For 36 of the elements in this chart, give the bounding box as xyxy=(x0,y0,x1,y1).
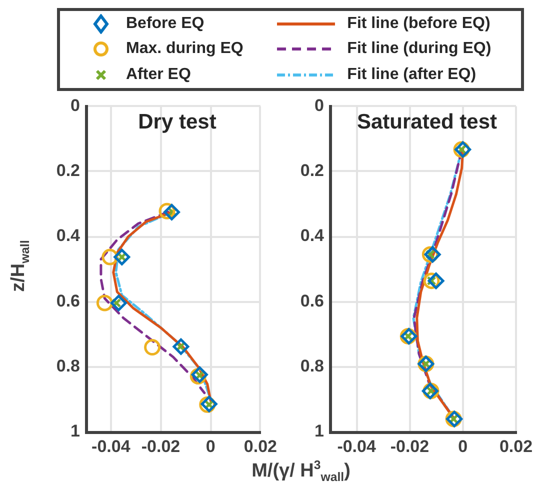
y-tick-label: 0.8 xyxy=(300,356,324,376)
x-axis-title: M/(γ/ H$^{3}$$_{wall}$) xyxy=(252,458,350,484)
x-tick-label: 0 xyxy=(458,436,468,456)
point xyxy=(96,294,113,312)
x-tick-label: -0.02 xyxy=(390,436,430,456)
legend-label: Fit line (before EQ) xyxy=(347,14,490,33)
legend-label: After EQ xyxy=(126,66,191,84)
legend-label: Fit line (during EQ) xyxy=(347,40,492,58)
chart-title: Dry test xyxy=(138,110,216,134)
point xyxy=(114,248,130,266)
x-tick-label: -0.02 xyxy=(141,436,180,456)
point xyxy=(172,338,190,355)
x-tick-label: -0.04 xyxy=(337,436,376,456)
y-tick-label: 0.6 xyxy=(300,291,324,310)
y-tick-label: 0.8 xyxy=(56,356,80,376)
legend-label: Max. during EQ xyxy=(126,40,244,58)
legend-label: Fit line (after EQ) xyxy=(347,66,476,84)
y-tick-label: 0 xyxy=(70,96,80,115)
x-tick-label: 0 xyxy=(206,436,216,456)
y-tick-label: 0.2 xyxy=(56,161,80,180)
y-tick-label: 0.2 xyxy=(300,161,324,180)
x-tick-label: -0.04 xyxy=(92,436,131,456)
y-tick-label: 0.4 xyxy=(56,226,81,246)
chart-title: Saturated test xyxy=(356,110,498,134)
y-tick-label: 0.4 xyxy=(300,226,325,246)
point xyxy=(163,204,180,220)
y-tick-label: 0 xyxy=(314,96,324,115)
legend-label: Before EQ xyxy=(126,14,204,33)
y-tick-label: 0.6 xyxy=(56,291,80,310)
point xyxy=(110,294,127,312)
point xyxy=(428,272,444,290)
y-tick-label: 1 xyxy=(314,422,324,441)
point xyxy=(144,339,161,356)
y-tick-label: 1 xyxy=(70,422,80,441)
x-tick-label: 0.02 xyxy=(499,436,533,456)
x-tick-label: 0.02 xyxy=(244,436,278,456)
